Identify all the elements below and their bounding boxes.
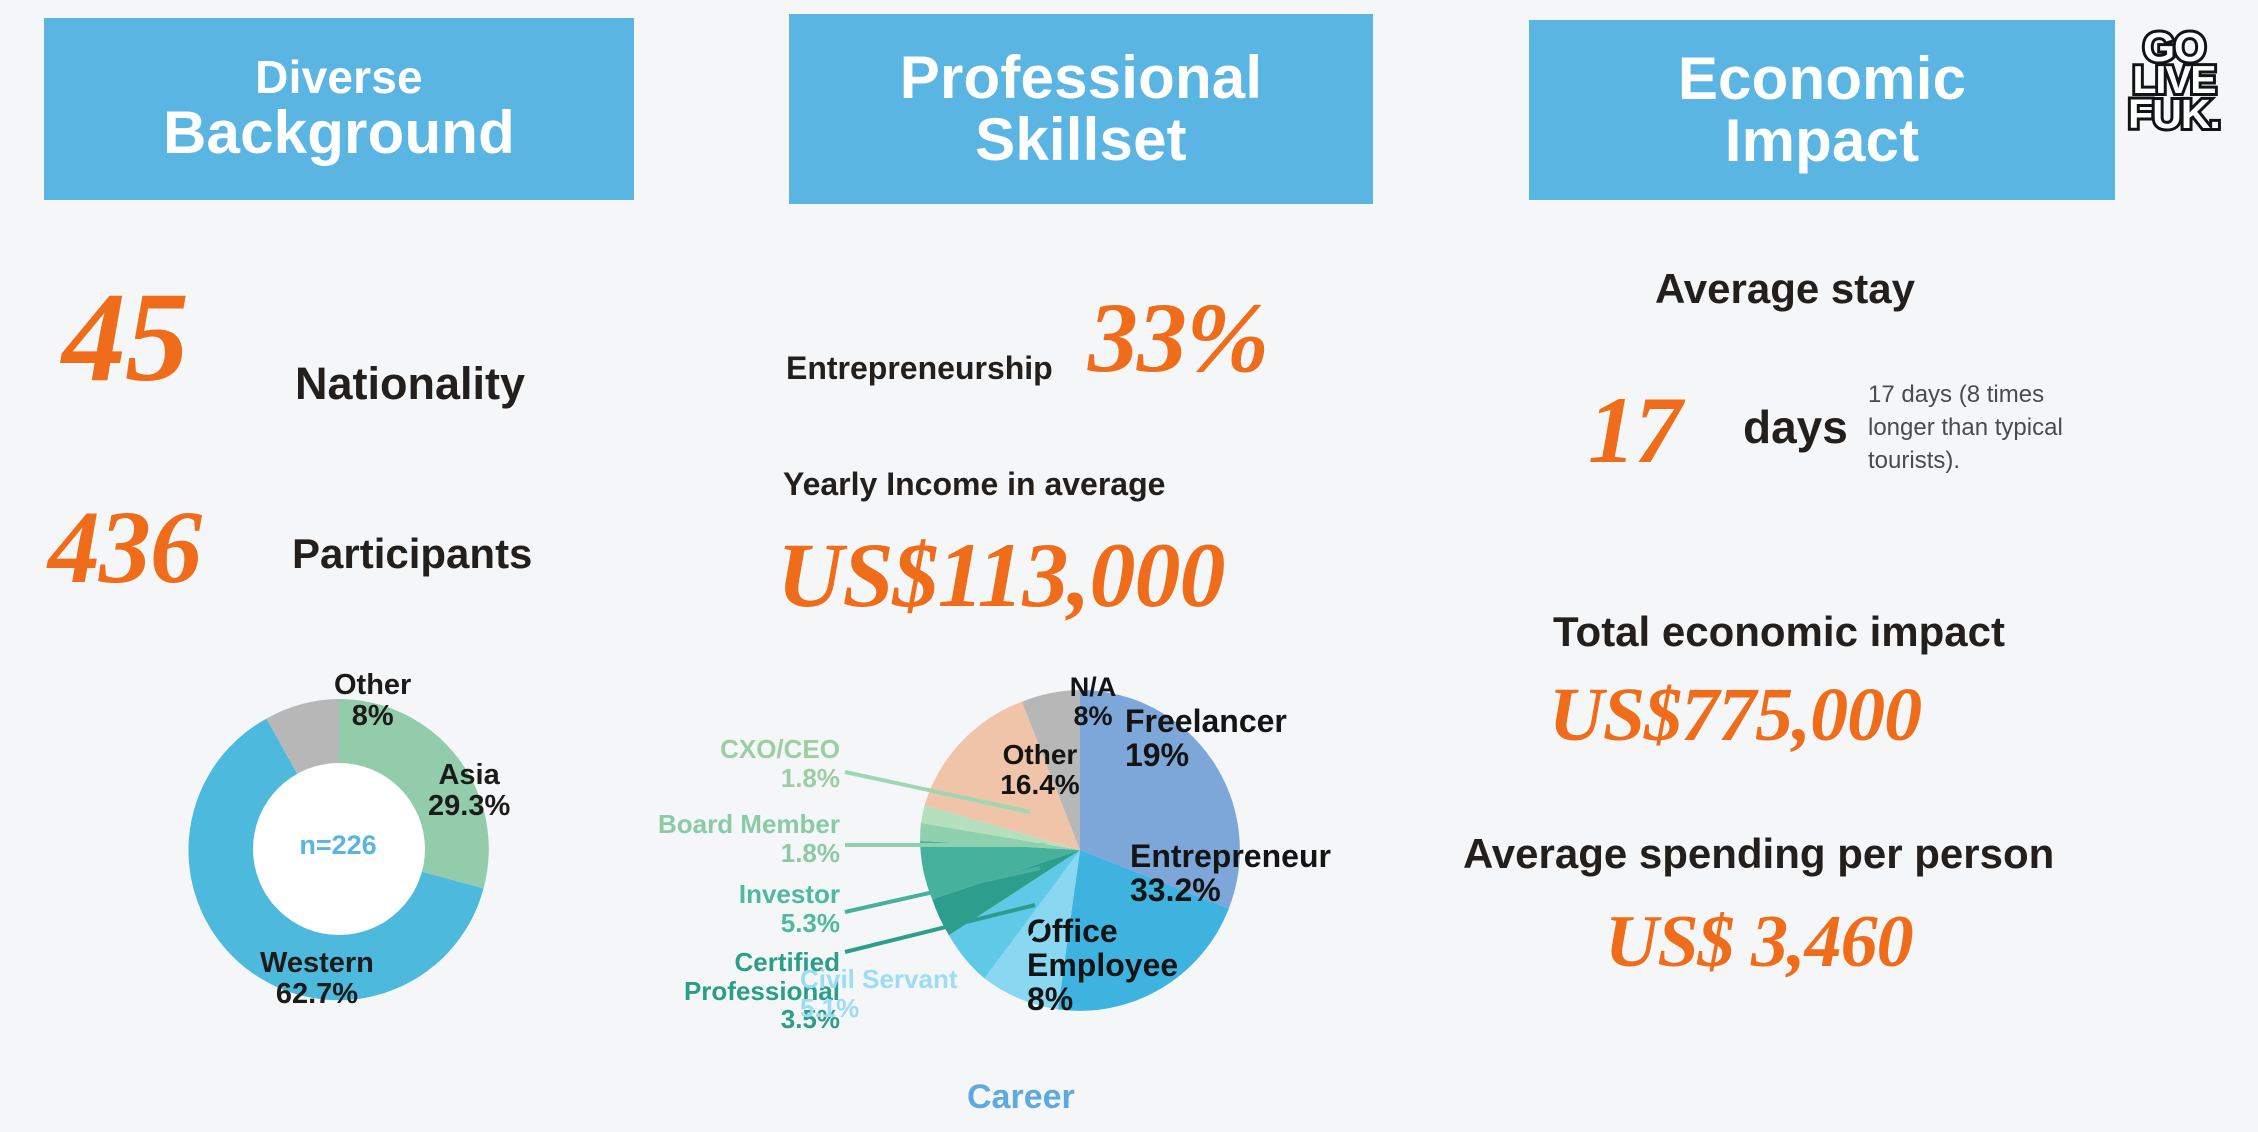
callout-board-member: Board Member 1.8% <box>657 809 840 868</box>
donut-center-sample-size: n=226 <box>299 830 377 860</box>
average-stay-unit: days <box>1743 401 1848 453</box>
average-spending-value: US$ 3,460 <box>1605 901 1914 983</box>
go-live-fuk-logo: GO LIVE FUK. <box>2108 6 2240 156</box>
donut-svg <box>188 699 489 1001</box>
yearly-income-value: US$113,000 <box>777 524 1226 626</box>
banner-line2: Impact <box>1724 107 1920 174</box>
banner-professional-skillset: Professional Skillset <box>789 14 1373 204</box>
stat-participants-label: Participants <box>292 530 533 577</box>
donut-chart-diverse-background: Other 8% Asia 29.3% Western 62.7% n=226 <box>138 648 540 1050</box>
banner-line1: Diverse <box>255 50 423 103</box>
logo-line-go: GO <box>2140 23 2209 71</box>
pie-slice-entrepreneur <box>1057 850 1229 1011</box>
pie-chart-caption: Career <box>967 1078 1075 1116</box>
banner-economic-impact: Economic Impact <box>1529 20 2115 200</box>
donut-hole <box>253 763 425 935</box>
donut-label-western: Western 62.7% <box>260 947 374 1010</box>
donut-label-asia: Asia 29.3% <box>428 759 511 822</box>
pie-label-na: N/A 8% <box>1069 672 1117 731</box>
yearly-income-label: Yearly Income in average <box>783 466 1166 502</box>
pie-slice-na <box>1022 690 1080 850</box>
stat-nationality-value: 45 <box>62 266 189 408</box>
callout-investor: Investor 5.3% <box>738 879 840 938</box>
pie-slice-cxo-ceo <box>920 805 1080 850</box>
pie-label-other: Other 16.4% <box>1000 739 1080 800</box>
stat-participants-value: 436 <box>48 490 202 605</box>
pie-label-freelancer: Freelancer 19% <box>1125 703 1287 773</box>
total-impact-value: US$775,000 <box>1549 673 1922 757</box>
banner-line1: Professional <box>899 43 1263 111</box>
logo-line-fuk: FUK. <box>2125 91 2224 139</box>
banner-line1: Economic <box>1677 44 1967 112</box>
callout-certified-professional: Certified Professional 3.5% <box>683 947 840 1035</box>
stat-nationality-label: Nationality <box>295 358 526 409</box>
pie-label-office-employee: Office Employee 8% <box>1027 913 1179 1017</box>
average-spending-label: Average spending per person <box>1463 830 2055 877</box>
average-stay-title: Average stay <box>1655 265 1915 312</box>
callout-civil-servant: Civil Servant 5.1% <box>800 964 958 1023</box>
donut-label-other: Other 8% <box>334 669 412 732</box>
total-impact-label: Total economic impact <box>1553 608 2005 655</box>
banner-line2: Skillset <box>975 106 1187 173</box>
callout-cxo-ceo: CXO/CEO 1.8% <box>720 734 840 793</box>
pie-label-entrepreneur: Entrepreneur 33.2% <box>1130 838 1331 908</box>
average-stay-note: 17 days (8 times longer than typical tou… <box>1868 381 2063 475</box>
average-stay-value: 17 <box>1588 377 1682 483</box>
entrepreneurship-label: Entrepreneurship <box>786 350 1053 386</box>
logo-line-live: LIVE <box>2130 58 2220 103</box>
banner-diverse-background: Diverse Background <box>44 18 634 200</box>
banner-line2: Background <box>162 98 516 166</box>
entrepreneurship-value: 33% <box>1088 282 1269 393</box>
pie-slice-freelancer <box>1080 690 1240 909</box>
